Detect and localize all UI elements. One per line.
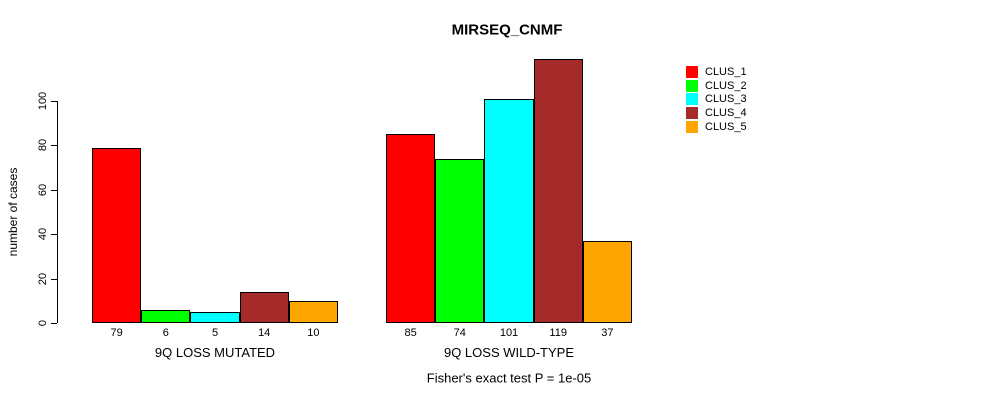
- bar-clus_4-group1: [239, 291, 289, 323]
- bar-value-label: 79: [110, 327, 123, 339]
- legend: CLUS_1 CLUS_2 CLUS_3 CLUS_4 CLUS_5: [686, 65, 747, 133]
- bar-clus_1-group2: [386, 134, 436, 323]
- bar-clus_2-group1: [141, 309, 191, 323]
- legend-item-clus_2: CLUS_2: [686, 79, 747, 93]
- bar-clus_5-group2: [582, 240, 632, 323]
- y-axis-tick-label: 40: [37, 228, 49, 241]
- bar-value-label: 14: [258, 327, 271, 339]
- y-axis-tick: [51, 234, 57, 236]
- legend-swatch: [686, 79, 698, 92]
- bar-value-label: 101: [499, 327, 519, 339]
- y-axis-tick: [51, 278, 57, 280]
- bar-value-label: 85: [404, 327, 417, 339]
- bar-value-label: 10: [307, 327, 320, 339]
- legend-item-clus_1: CLUS_1: [686, 65, 747, 79]
- group-label: 9Q LOSS WILD-TYPE: [443, 345, 575, 360]
- legend-item-clus_4: CLUS_4: [686, 106, 747, 120]
- bar-clus_5-group1: [288, 300, 338, 323]
- legend-swatch: [686, 106, 698, 119]
- bar-value-label: 6: [162, 327, 169, 339]
- legend-label: CLUS_2: [705, 79, 747, 92]
- group-label: 9Q LOSS MUTATED: [154, 345, 276, 360]
- bar-value-label: 37: [601, 327, 614, 339]
- legend-item-clus_3: CLUS_3: [686, 92, 747, 106]
- bar-value-label: 119: [549, 327, 567, 339]
- legend-swatch: [686, 93, 698, 106]
- legend-label: CLUS_5: [705, 120, 747, 133]
- bar-clus_2-group2: [435, 158, 485, 323]
- bar-value-label: 74: [453, 327, 466, 339]
- legend-swatch: [686, 65, 698, 78]
- y-axis-tick-label: 20: [37, 272, 49, 285]
- y-axis-tick-label: 80: [37, 139, 49, 152]
- y-axis-tick: [51, 101, 57, 102]
- bar-value-label: 5: [211, 327, 219, 339]
- fisher-test-annotation: Fisher's exact test P = 1e-05: [426, 370, 592, 386]
- legend-label: CLUS_3: [705, 93, 747, 106]
- bar-clus_1-group1: [92, 147, 142, 323]
- legend-item-clus_5: CLUS_5: [686, 120, 747, 134]
- y-axis: [57, 101, 58, 323]
- bar-clus_3-group1: [190, 311, 240, 323]
- y-axis-tick-label: 0: [37, 319, 49, 327]
- bar-clus_4-group2: [533, 58, 583, 323]
- y-axis-tick: [51, 323, 57, 324]
- y-axis-tick-label: 100: [37, 91, 49, 111]
- bar-clus_3-group2: [484, 98, 534, 323]
- chart-title: MIRSEQ_CNMF: [451, 21, 563, 39]
- legend-label: CLUS_1: [705, 65, 747, 78]
- legend-swatch: [686, 120, 698, 133]
- y-axis-label: number of cases: [6, 167, 20, 257]
- y-axis-tick: [51, 189, 57, 191]
- legend-label: CLUS_4: [705, 106, 747, 119]
- y-axis-tick-label: 60: [37, 183, 49, 196]
- y-axis-tick: [51, 145, 57, 147]
